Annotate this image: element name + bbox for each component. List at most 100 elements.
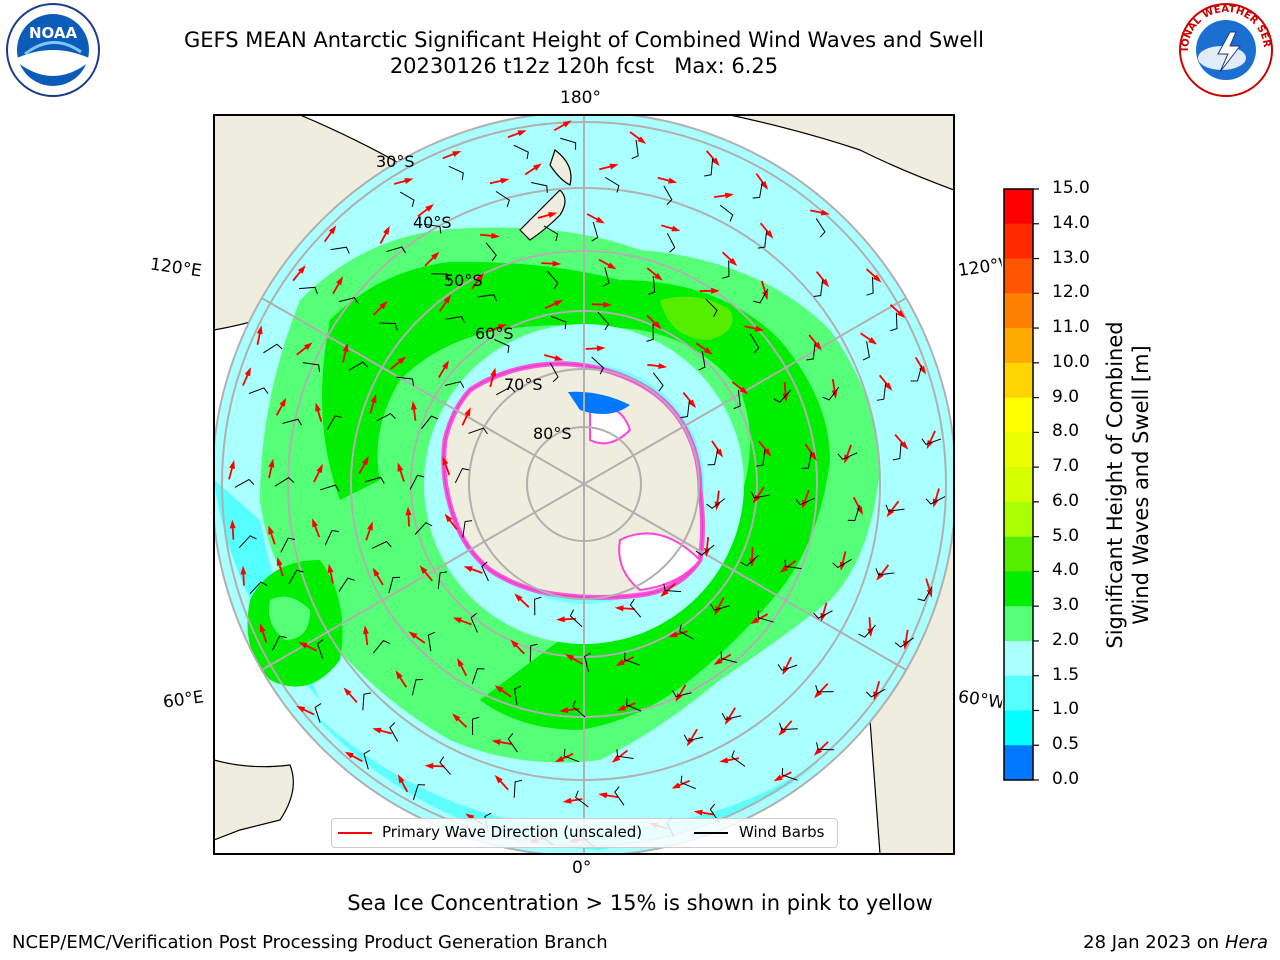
wind-barb	[719, 204, 734, 222]
wind-barb	[314, 703, 322, 723]
wave-arrow-head	[491, 739, 501, 746]
wave-arrow-head	[342, 342, 349, 352]
new-zealand	[519, 189, 566, 241]
wave-arrow-head	[361, 456, 369, 466]
wave-arrow-head	[370, 393, 377, 404]
wind-barb	[757, 231, 768, 249]
wind-barb	[263, 343, 283, 354]
wave-arrow-head	[554, 355, 564, 361]
wind-barb	[777, 664, 798, 671]
wind-barb	[572, 700, 586, 718]
wind-barb	[330, 246, 350, 254]
wave-arrow-head	[750, 617, 760, 625]
wind-barb	[602, 267, 610, 287]
wind-barb	[652, 372, 664, 392]
wind-barb	[646, 323, 654, 342]
wave-arrow-head	[404, 178, 414, 184]
wind-barb	[816, 742, 835, 751]
colorbar-tick-label: 2.0	[1052, 629, 1080, 650]
wind-barb	[753, 288, 769, 304]
wave-arrow-head	[442, 360, 449, 370]
wave-arrow-head	[782, 393, 789, 403]
wave-arrow-head	[431, 251, 440, 260]
colorbar-tick-label: 1.0	[1052, 699, 1080, 720]
wind-barb	[448, 165, 464, 180]
wave-arrow-head	[419, 565, 428, 574]
wind-barb	[679, 624, 694, 640]
wave-arrow-head	[490, 367, 497, 377]
colorbar-segment	[1004, 710, 1033, 746]
sea-ice-note: Sea Ice Concentration > 15% is shown in …	[347, 891, 933, 915]
colorbar-tick-label: 7.0	[1052, 456, 1080, 477]
colorbar	[1004, 188, 1039, 781]
wind-barb	[781, 767, 798, 781]
wave-arrow-head	[749, 558, 756, 568]
wave-arrow-head	[379, 301, 388, 310]
colorbar-tick-label: 11.0	[1052, 317, 1090, 338]
wave-arrow-head	[728, 257, 738, 267]
wind-barb	[740, 554, 759, 567]
wind-barb	[234, 478, 255, 488]
wind-barb	[376, 412, 396, 422]
wave-arrow-head	[713, 657, 723, 665]
wind-barb	[494, 339, 510, 353]
wind-barb	[319, 484, 340, 492]
colorbar-label-line1: Significant Height of Combined	[1103, 321, 1127, 649]
wave-arrow-head	[464, 407, 471, 417]
wave-arrow-head	[411, 400, 417, 410]
chart-title: GEFS MEAN Antarctic Significant Height o…	[183, 28, 985, 52]
wind-barb	[663, 185, 673, 205]
wind-barb	[890, 312, 898, 332]
wave-arrow-head	[316, 464, 323, 474]
wind-barb	[680, 400, 690, 419]
wind-barb	[513, 144, 529, 160]
colorbar-label-line2: Wind Waves and Swell [m]	[1129, 345, 1153, 625]
colorbar-segment	[1004, 606, 1033, 642]
legend-primary-wave: Primary Wave Direction (unscaled)	[382, 823, 643, 841]
wind-barb	[365, 476, 385, 484]
wind-barb	[892, 442, 902, 461]
colorbar-tick-label: 0.0	[1052, 769, 1080, 789]
colorbar-tick-label: 1.5	[1052, 664, 1080, 685]
wave-arrow-head	[867, 628, 874, 638]
colorbar-segment	[1004, 571, 1033, 607]
wave-arrow-head	[813, 747, 823, 756]
wave-arrow-head	[328, 225, 337, 235]
wave-arrow-head	[532, 163, 542, 171]
wind-barb	[388, 576, 401, 594]
wind-barb	[862, 341, 870, 361]
wave-arrow-head	[779, 565, 789, 573]
nws-logo: NATIONAL WEATHER SERVICE	[1174, 0, 1274, 98]
colorbar-tick-label: 10.0	[1052, 351, 1090, 372]
wave-arrow-head	[693, 809, 703, 816]
wind-barb	[569, 609, 583, 628]
wind-barb	[396, 376, 415, 386]
footer-date-text: 28 Jan 2023 on	[1083, 932, 1220, 953]
wind-barb	[885, 504, 905, 512]
wave-arrow-head	[562, 797, 572, 804]
wind-barb	[513, 685, 522, 705]
wind-barb	[749, 333, 760, 354]
wind-barb	[534, 596, 542, 616]
wave-arrow-head	[444, 513, 453, 523]
wave-arrow-head	[562, 120, 572, 128]
wave-arrow-head	[565, 654, 575, 661]
wave-arrow-head	[408, 631, 418, 639]
wind-barb	[625, 697, 642, 712]
wave-arrow-head	[514, 593, 523, 602]
wave-arrow-head	[603, 301, 612, 308]
wave-arrow-head	[703, 347, 713, 355]
wave-arrow-head	[405, 506, 412, 516]
wave-arrow-head	[671, 782, 681, 789]
wind-barb	[672, 690, 692, 698]
wind-barb	[427, 631, 435, 652]
wave-arrow-head	[312, 518, 318, 528]
wave-arrow-head	[765, 230, 774, 239]
wind-barb	[815, 218, 826, 238]
wave-arrow-head	[424, 762, 434, 769]
wind-barb	[806, 342, 816, 361]
wind-barb	[605, 176, 620, 193]
wind-barb	[239, 535, 257, 548]
wave-arrow-head	[671, 225, 681, 232]
